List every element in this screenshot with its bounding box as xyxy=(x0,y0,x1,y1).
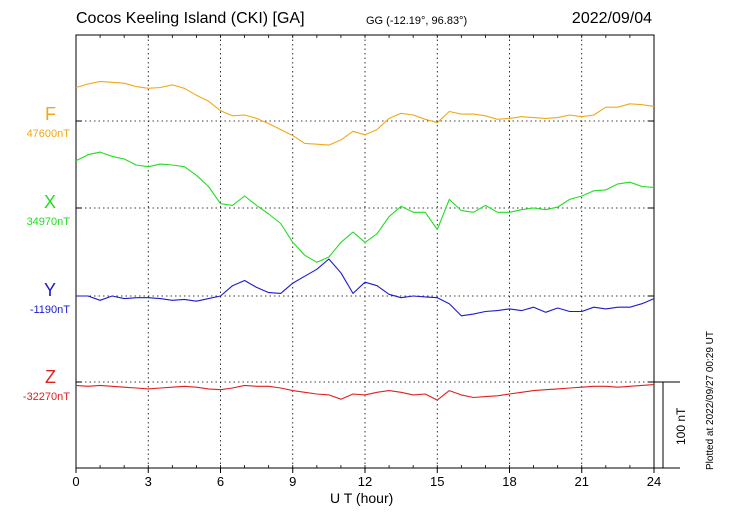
plot-grid xyxy=(75,34,655,473)
data-lines xyxy=(75,80,655,401)
x-tick-label: 12 xyxy=(357,474,373,489)
x-tick-label: 6 xyxy=(216,474,225,489)
series-line-z xyxy=(75,384,655,401)
x-tick-label: 21 xyxy=(574,474,589,489)
component-label-f: F xyxy=(45,104,56,124)
x-tick-label: 15 xyxy=(430,474,445,489)
x-tick-label: 18 xyxy=(502,474,517,489)
baseline-label-z: -32270nT xyxy=(22,391,70,403)
x-tick-label: 3 xyxy=(144,474,152,489)
station-title: Cocos Keeling Island (CKI) [GA] xyxy=(76,10,305,27)
component-label-y: Y xyxy=(43,280,56,300)
series-line-y xyxy=(76,258,655,317)
baseline-label-x: 34970nT xyxy=(26,216,70,228)
x-tick-label: 9 xyxy=(289,474,297,489)
series-line-f xyxy=(75,80,655,146)
series-line-x xyxy=(75,151,655,263)
plot-date: 2022/09/04 xyxy=(571,10,652,27)
baseline-label-f: 47600nT xyxy=(26,128,70,140)
x-axis-label: U T (hour) xyxy=(330,490,394,506)
x-tick-label: 0 xyxy=(72,474,80,489)
plotted-at-note: Plotted at 2022/09/27 00:29 UT xyxy=(705,331,716,470)
x-tick-label: 24 xyxy=(646,474,662,489)
station-coordinates: GG (-12.19°, 96.83°) xyxy=(366,15,468,27)
scale-bar xyxy=(654,381,680,469)
component-label-z: Z xyxy=(45,367,56,387)
component-label-x: X xyxy=(43,192,56,212)
scale-bar-label: 100 nT xyxy=(674,407,688,445)
baseline-label-y: -1190nT xyxy=(29,304,70,316)
